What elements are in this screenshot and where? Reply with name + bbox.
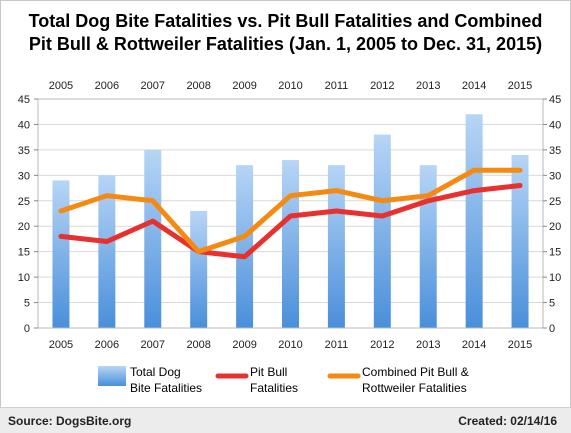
chart-title-line-2: Pit Bull & Rottweiler Fatalities (Jan. 1… [28, 34, 543, 54]
y-tick-label-right: 5 [549, 298, 555, 310]
bar-series [52, 114, 529, 329]
x-tick-label-bottom: 2011 [325, 339, 349, 351]
x-tick-label-top: 2009 [232, 80, 256, 92]
x-tick-label-top: 2011 [325, 80, 349, 92]
x-tick-label-top: 2013 [416, 80, 440, 92]
bar [419, 165, 437, 328]
legend-label: Pit Bull [250, 365, 287, 379]
plot-border [37, 98, 544, 329]
axes: 0 0 5 5 10 10 15 15 20 20 25 25 30 30 35 35 40 40 45 45 2005… [18, 80, 562, 351]
y-tick-label-right: 20 [549, 221, 561, 233]
legend: Total Dog Bite Fatalities Pit Bull Fataliti… [98, 365, 469, 395]
x-tick-label-top: 2005 [49, 80, 73, 92]
chart-title-line-1: Total Dog Bite Fatalities vs. Pit Bull F… [28, 11, 543, 31]
legend-label: Rottweiler Fatalities [362, 381, 467, 395]
x-tick-label-bottom: 2014 [462, 339, 486, 351]
x-tick-label-top: 2006 [95, 80, 119, 92]
series-line [58, 183, 523, 260]
x-tick-label-top: 2015 [508, 80, 532, 92]
footer-bar: Source: DogsBite.org Created: 02/14/16 [0, 407, 571, 433]
y-tick-label-left: 20 [18, 221, 30, 233]
x-tick-label-bottom: 2013 [416, 339, 440, 351]
bar [144, 149, 162, 328]
bar [327, 165, 345, 328]
y-tick-label-right: 15 [549, 247, 561, 259]
source-label: Source: DogsBite.org [8, 414, 132, 428]
series-line [58, 167, 523, 255]
legend-label: Bite Fatalities [130, 381, 202, 395]
y-tick-label-right: 40 [549, 119, 561, 131]
bar [52, 180, 70, 328]
y-tick-label-right: 35 [549, 145, 561, 157]
legend-label: Fatalities [250, 381, 298, 395]
x-tick-label-bottom: 2007 [141, 339, 165, 351]
y-tick-label-right: 0 [549, 323, 555, 335]
y-tick-label-left: 30 [18, 170, 30, 182]
y-tick-label-left: 25 [18, 196, 30, 208]
y-tick-label-left: 40 [18, 119, 30, 131]
bar [511, 154, 529, 328]
bar [373, 134, 391, 328]
y-tick-label-right: 45 [549, 94, 561, 106]
bar [98, 175, 116, 328]
y-tick-label-left: 15 [18, 247, 30, 259]
created-date: Created: 02/14/16 [458, 414, 557, 428]
x-tick-label-bottom: 2006 [95, 339, 119, 351]
bar [190, 210, 208, 328]
x-tick-label-top: 2008 [186, 80, 210, 92]
bar [282, 160, 299, 328]
x-tick-label-top: 2010 [278, 80, 302, 92]
legend-label: Combined Pit Bull & [362, 365, 469, 379]
x-tick-label-bottom: 2005 [49, 339, 73, 351]
x-tick-label-bottom: 2015 [508, 339, 532, 351]
y-tick-label-right: 10 [549, 272, 561, 284]
chart-title: Total Dog Bite Fatalities vs. Pit Bull F… [0, 10, 571, 56]
y-tick-label-left: 35 [18, 145, 30, 157]
x-tick-label-bottom: 2010 [278, 339, 302, 351]
x-tick-label-top: 2007 [141, 80, 165, 92]
y-tick-label-left: 45 [18, 94, 30, 106]
bar [236, 165, 254, 328]
y-tick-label-right: 30 [549, 170, 561, 182]
line-series [58, 167, 523, 260]
x-tick-label-top: 2014 [462, 80, 486, 92]
y-tick-label-right: 25 [549, 196, 561, 208]
y-tick-label-left: 10 [18, 272, 30, 284]
y-tick-label-left: 0 [24, 323, 30, 335]
legend-swatch-bar [98, 366, 126, 386]
bar [465, 114, 483, 329]
x-tick-label-bottom: 2012 [370, 339, 394, 351]
x-tick-label-top: 2012 [370, 80, 394, 92]
y-tick-label-left: 5 [24, 298, 30, 310]
x-tick-label-bottom: 2009 [232, 339, 256, 351]
x-tick-label-bottom: 2008 [186, 339, 210, 351]
legend-label: Total Dog [130, 365, 181, 379]
